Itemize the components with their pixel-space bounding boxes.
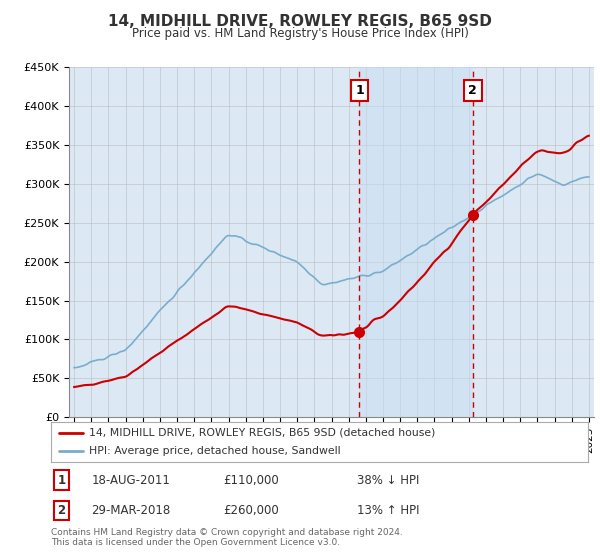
Text: 14, MIDHILL DRIVE, ROWLEY REGIS, B65 9SD: 14, MIDHILL DRIVE, ROWLEY REGIS, B65 9SD	[108, 14, 492, 29]
Text: 1: 1	[355, 84, 364, 97]
Text: 2: 2	[58, 504, 65, 517]
Text: 13% ↑ HPI: 13% ↑ HPI	[357, 504, 419, 517]
Text: 29-MAR-2018: 29-MAR-2018	[91, 504, 170, 517]
Text: 38% ↓ HPI: 38% ↓ HPI	[357, 474, 419, 487]
Text: £110,000: £110,000	[223, 474, 278, 487]
Text: 14, MIDHILL DRIVE, ROWLEY REGIS, B65 9SD (detached house): 14, MIDHILL DRIVE, ROWLEY REGIS, B65 9SD…	[89, 428, 435, 437]
Text: 2: 2	[469, 84, 477, 97]
Bar	[359, 67, 473, 417]
Text: Contains HM Land Registry data © Crown copyright and database right 2024.
This d: Contains HM Land Registry data © Crown c…	[51, 528, 403, 547]
Text: Price paid vs. HM Land Registry's House Price Index (HPI): Price paid vs. HM Land Registry's House …	[131, 27, 469, 40]
Text: 18-AUG-2011: 18-AUG-2011	[91, 474, 170, 487]
Text: HPI: Average price, detached house, Sandwell: HPI: Average price, detached house, Sand…	[89, 446, 340, 456]
Text: 1: 1	[58, 474, 65, 487]
Text: £260,000: £260,000	[223, 504, 278, 517]
